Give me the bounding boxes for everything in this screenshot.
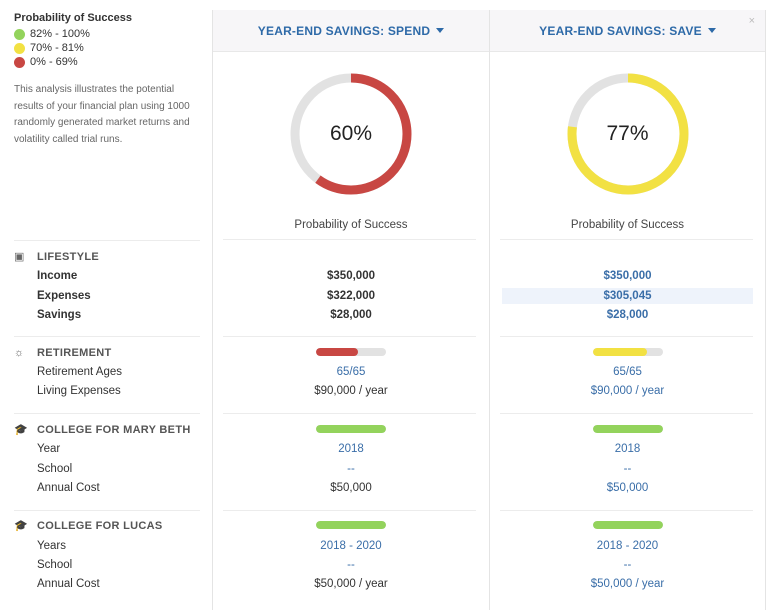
savings-value[interactable]: $28,000: [606, 309, 649, 321]
row-label-year: Year: [37, 443, 61, 455]
row-label-living-expenses: Living Expenses: [37, 385, 121, 397]
college-annual-cost-value[interactable]: $50,000: [606, 482, 649, 494]
scenario-title: YEAR-END SAVINGS: SAVE: [539, 23, 702, 38]
divider: [500, 239, 753, 240]
probability-caption: Probability of Success: [570, 219, 685, 231]
college-school-value: --: [347, 463, 355, 475]
scenario-column-spend: YEAR-END SAVINGS: SPEND 60% Probability o…: [212, 10, 489, 610]
expenses-value[interactable]: $305,045: [603, 290, 652, 302]
college-school-value: --: [347, 559, 355, 571]
legend-item-yellow: 70% - 81%: [14, 42, 84, 54]
money-icon: ▣: [14, 251, 25, 263]
probability-caption: Probability of Success: [294, 219, 408, 231]
savings-value: $28,000: [330, 309, 372, 321]
analysis-description: This analysis illustrates the potential …: [14, 84, 190, 145]
row-label-annual-cost: Annual Cost: [37, 578, 100, 590]
retirement-ages-value: 65/65: [336, 366, 366, 378]
retirement-progress-bar: [316, 348, 386, 356]
bar-fill: [316, 348, 358, 356]
college-lucas-progress-bar: [316, 521, 386, 529]
scenario-dropdown[interactable]: YEAR-END SAVINGS: SPEND: [213, 10, 489, 52]
section-lifestyle: LIFESTYLE: [37, 251, 99, 263]
close-icon[interactable]: ×: [748, 15, 755, 27]
college-mary-beth-progress-bar: [593, 425, 663, 433]
income-value[interactable]: $350,000: [603, 270, 652, 282]
income-value: $350,000: [327, 270, 375, 282]
scenario-column-save: YEAR-END SAVINGS: SAVE × 77% Probability o…: [489, 10, 766, 610]
divider: [14, 240, 200, 241]
divider: [223, 336, 476, 337]
bar-fill: [316, 521, 386, 529]
legend-item-red: 0% - 69%: [14, 56, 78, 68]
divider: [14, 336, 200, 337]
divider: [14, 510, 200, 511]
divider: [500, 413, 753, 414]
college-school-value[interactable]: --: [623, 559, 632, 571]
divider: [500, 336, 753, 337]
highlight-row: [502, 288, 753, 304]
section-college-lucas: COLLEGE FOR LUCAS: [37, 520, 163, 532]
graduation-cap-icon: 🎓: [14, 424, 28, 436]
red-dot-icon: [14, 56, 25, 68]
bar-fill: [593, 521, 663, 529]
probability-donut: [290, 73, 412, 195]
legend-title: Probability of Success: [14, 12, 132, 24]
section-college-mary-beth: COLLEGE FOR MARY BETH: [37, 424, 191, 436]
row-label-income: Income: [37, 270, 78, 282]
expenses-value: $322,000: [327, 290, 375, 302]
row-label-school: School: [37, 559, 73, 571]
college-lucas-progress-bar: [593, 521, 663, 529]
college-annual-cost-value[interactable]: $50,000 / year: [590, 578, 665, 590]
bar-fill: [316, 425, 386, 433]
row-label-savings: Savings: [37, 309, 82, 321]
probability-donut: [567, 73, 689, 195]
retirement-progress-bar: [593, 348, 663, 356]
row-label-school: School: [37, 463, 73, 475]
living-expenses-value[interactable]: $90,000 / year: [590, 385, 665, 397]
row-label-retirement-ages: Retirement Ages: [37, 366, 123, 378]
college-school-value[interactable]: --: [623, 463, 632, 475]
divider: [223, 413, 476, 414]
divider: [14, 413, 200, 414]
college-years-value[interactable]: 2018 - 2020: [596, 540, 659, 552]
caret-down-icon: [707, 28, 716, 33]
section-retirement: RETIREMENT: [37, 347, 112, 359]
scenario-title: YEAR-END SAVINGS: SPEND: [257, 23, 431, 38]
legend-item-green: 82% - 100%: [14, 28, 90, 40]
green-dot-icon: [14, 28, 25, 40]
bar-fill: [593, 348, 647, 356]
college-mary-beth-progress-bar: [316, 425, 386, 433]
college-annual-cost-value: $50,000 / year: [314, 578, 388, 590]
college-year-value[interactable]: 2018: [614, 443, 641, 455]
divider: [223, 239, 476, 240]
living-expenses-value: $90,000 / year: [314, 385, 388, 397]
donut-arc: [567, 73, 689, 195]
probability-value: 60%: [329, 122, 373, 145]
row-label-years: Years: [37, 540, 66, 552]
legend-label: 0% - 69%: [30, 56, 78, 68]
college-year-value: 2018: [338, 443, 364, 455]
scenario-dropdown[interactable]: YEAR-END SAVINGS: SAVE: [490, 10, 765, 52]
retirement-ages-value[interactable]: 65/65: [613, 366, 642, 378]
caret-down-icon: [436, 28, 445, 33]
legend-label: 70% - 81%: [30, 42, 84, 54]
legend-label: 82% - 100%: [30, 28, 90, 40]
yellow-dot-icon: [14, 42, 25, 54]
divider: [500, 510, 753, 511]
college-years-value: 2018 - 2020: [320, 540, 382, 552]
sun-icon: ☼: [14, 347, 25, 359]
graduation-cap-icon: 🎓: [14, 520, 28, 532]
row-label-annual-cost: Annual Cost: [37, 482, 100, 494]
probability-value: 77%: [606, 122, 649, 145]
row-label-expenses: Expenses: [37, 290, 91, 302]
bar-fill: [593, 425, 663, 433]
college-annual-cost-value: $50,000: [330, 482, 372, 494]
donut-arc: [290, 73, 412, 195]
divider: [223, 510, 476, 511]
